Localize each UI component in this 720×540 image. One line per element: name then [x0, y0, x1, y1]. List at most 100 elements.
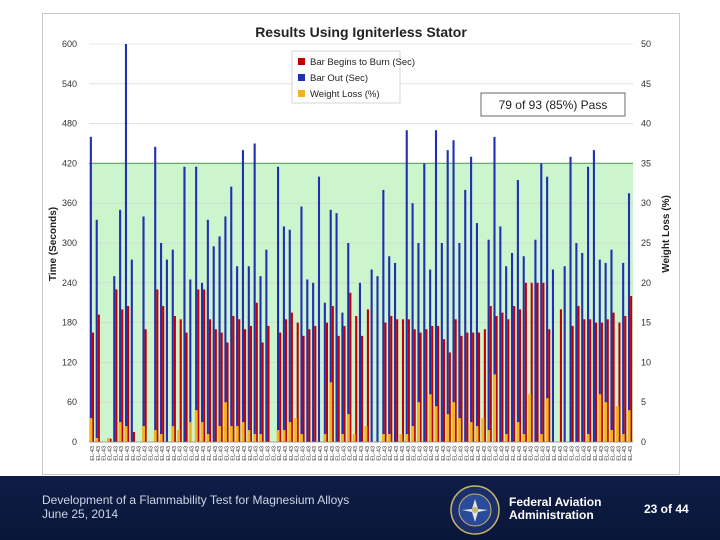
slide-footer: Development of a Flammability Test for M…: [0, 476, 720, 540]
bar-weight-loss: [142, 426, 146, 442]
bar-out: [393, 262, 397, 442]
bar-out: [434, 130, 438, 442]
bar-burn: [355, 315, 358, 442]
bar-burn: [530, 282, 533, 442]
x-tick-label: EL-43: [616, 446, 622, 461]
bar-weight-loss: [118, 422, 122, 442]
y-tick-right: 25: [641, 238, 651, 248]
bar-burn: [542, 282, 545, 442]
pass-annotation: 79 of 93 (85%) Pass: [480, 92, 626, 117]
agency-name-line1: Federal Aviation: [509, 495, 602, 509]
bar-burn: [431, 325, 434, 442]
y-tick-left: 300: [62, 238, 77, 248]
bar-burn: [600, 322, 603, 442]
bar-weight-loss: [346, 414, 350, 442]
bar-weight-loss: [124, 426, 128, 442]
x-tick-label: EL-43: [377, 446, 383, 461]
x-tick-label: EL-43: [441, 446, 447, 461]
bar-weight-loss: [352, 434, 356, 442]
agency-name-line2: Administration: [509, 508, 594, 522]
bar-weight-loss: [411, 426, 415, 442]
x-tick-label: EL-43: [488, 446, 494, 461]
chart-title: Results Using Igniterless Stator: [255, 24, 467, 40]
bar-burn: [495, 315, 498, 442]
bar-weight-loss: [469, 422, 473, 442]
y-tick-left: 420: [62, 158, 77, 168]
bar-weight-loss: [434, 406, 438, 442]
bar-burn: [255, 302, 258, 442]
x-tick-label: EL-43: [283, 446, 289, 461]
bar-burn: [132, 432, 135, 442]
bar-burn: [454, 319, 457, 442]
bar-out: [306, 279, 309, 442]
legend-swatch-out: [298, 74, 305, 81]
bar-out: [230, 186, 233, 442]
bar-burn: [571, 325, 574, 442]
bar-weight-loss: [399, 434, 403, 442]
bar-out: [569, 156, 572, 442]
bar-out: [277, 166, 280, 442]
bar-out: [581, 252, 584, 442]
x-tick-label: EL-43: [341, 446, 347, 461]
x-tick-label: EL-43: [213, 446, 219, 461]
bar-out: [224, 216, 227, 442]
x-tick-label: EL-43: [628, 446, 634, 461]
bar-burn: [337, 335, 340, 442]
bar-burn: [460, 335, 463, 442]
bar-weight-loss: [364, 426, 368, 442]
x-tick-label: EL-43: [529, 446, 535, 461]
x-tick-label: EL-43: [277, 446, 283, 461]
bar-out: [370, 269, 373, 442]
footer-title: Development of a Flammability Test for M…: [42, 493, 350, 507]
bar-burn: [589, 319, 592, 442]
x-tick-label: EL-43: [107, 446, 113, 461]
x-tick-label: EL-43: [365, 446, 371, 461]
bar-burn: [197, 289, 200, 442]
x-tick-label: EL-43: [382, 446, 388, 461]
y-tick-right: 15: [641, 318, 651, 328]
bar-out: [160, 243, 163, 442]
bar-burn: [349, 292, 352, 442]
bar-burn: [109, 438, 112, 442]
bar-weight-loss: [528, 394, 532, 442]
x-tick-label: EL-43: [230, 446, 236, 461]
x-tick-label: EL-43: [546, 446, 552, 461]
bar-weight-loss: [340, 434, 344, 442]
bar-burn: [144, 329, 147, 442]
bar-out: [113, 276, 116, 442]
bar-weight-loss: [539, 434, 543, 442]
bar-weight-loss: [200, 422, 204, 442]
bar-burn: [396, 319, 399, 442]
x-tick-label: EL-43: [119, 446, 125, 461]
bar-burn: [630, 296, 633, 442]
y-tick-right: 20: [641, 278, 651, 288]
bar-weight-loss: [253, 434, 257, 442]
y-tick-right: 0: [641, 437, 646, 447]
x-tick-label: EL-43: [558, 446, 564, 461]
page-number: 23 of 44: [644, 502, 689, 516]
x-tick-label: EL-43: [593, 446, 599, 461]
bar-weight-loss: [598, 394, 602, 442]
bar-weight-loss: [545, 398, 549, 442]
y-tick-right: 35: [641, 158, 651, 168]
bar-weight-loss: [493, 374, 497, 442]
bar-weight-loss: [218, 426, 222, 442]
x-tick-label: EL-43: [599, 446, 605, 461]
legend-label-burn: Bar Begins to Burn (Sec): [310, 57, 415, 68]
bar-out: [317, 176, 321, 442]
x-tick-label: EL-43: [605, 446, 611, 461]
bar-out: [458, 243, 461, 442]
bar-weight-loss: [522, 434, 526, 442]
x-tick-label: EL-43: [570, 446, 576, 461]
x-tick-label: EL-43: [359, 446, 365, 461]
x-tick-label: EL-43: [575, 446, 581, 461]
x-tick-label: EL-43: [236, 446, 242, 461]
bar-burn: [425, 329, 428, 442]
x-tick-label: EL-43: [476, 446, 482, 461]
bar-out: [241, 150, 245, 442]
bar-burn: [203, 289, 206, 442]
bar-burn: [612, 312, 615, 442]
bar-out: [610, 249, 613, 442]
bar-out: [487, 239, 490, 442]
bar-out: [347, 243, 350, 442]
